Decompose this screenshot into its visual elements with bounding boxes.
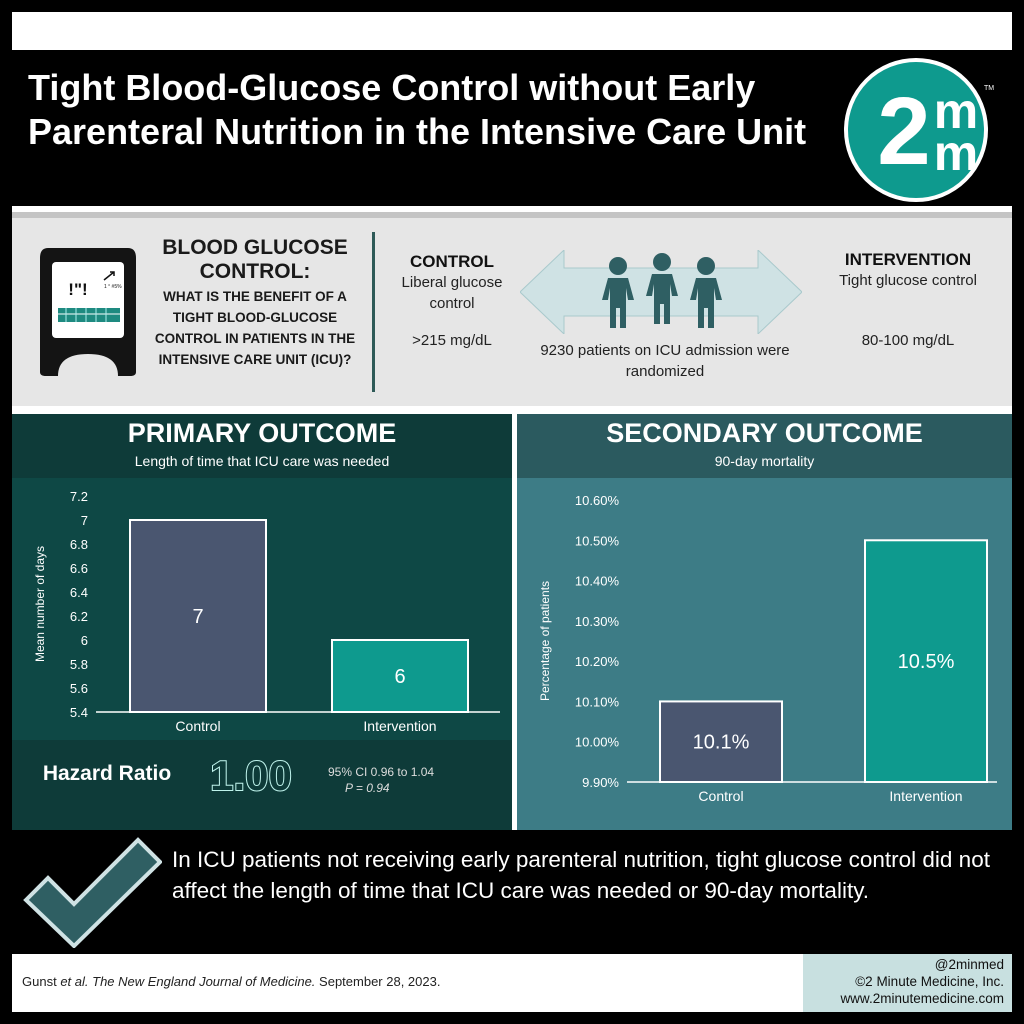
y-tick-label: 7 xyxy=(81,513,88,528)
y-tick-label: 6.8 xyxy=(70,537,88,552)
intervention-target: 80-100 mg/dL xyxy=(861,332,955,349)
twitter-handle[interactable]: @2minmed xyxy=(934,957,1004,972)
y-axis-label: Mean number of days xyxy=(33,546,47,662)
y-tick-label: 6.4 xyxy=(70,585,88,600)
divider xyxy=(372,232,375,392)
y-tick-label: 6 xyxy=(81,633,88,648)
conclusion-text: In ICU patients not receiving early pare… xyxy=(172,847,990,903)
randomization-text: 9230 patients on ICU admission were rand… xyxy=(540,342,790,380)
secondary-outcome-chart: 9.90% 10.00% 10.10% 10.20% 10.30% 10.40% 10.50… xyxy=(538,493,997,804)
primary-outcome-chart: 5.4 5.6 5.8 6 6.2 6.4 6.6 6.8 7 7.2 Mean number of… xyxy=(33,489,500,734)
y-tick-label: 6.6 xyxy=(70,561,88,576)
hazard-ratio-label: Hazard Ratio xyxy=(42,762,172,785)
bar-intervention xyxy=(864,539,988,783)
data-label: 10.1% xyxy=(693,732,750,754)
control-label: CONTROL xyxy=(409,252,495,271)
y-tick-label: 10.60% xyxy=(575,493,620,508)
logo-tm: TM xyxy=(984,85,994,92)
primary-outcome-header xyxy=(12,414,512,478)
logo-digit: 2 xyxy=(877,78,930,185)
citation: Gunst et al. The New England Journal of … xyxy=(22,974,440,989)
control-target: >215 mg/dL xyxy=(412,332,492,349)
x-tick-label: Control xyxy=(175,718,220,734)
glucometer-mini-text: 1 ° #5% xyxy=(104,284,122,290)
hazard-ratio-ci: 95% CI 0.96 to 1.04 xyxy=(328,765,435,779)
y-axis-label: Percentage of patients xyxy=(538,581,552,701)
y-tick-label: 5.6 xyxy=(70,681,88,696)
data-label: 7 xyxy=(192,606,203,628)
page-title: Tight Blood-Glucose Control without Earl… xyxy=(28,67,807,152)
footer-box xyxy=(803,954,1012,1012)
primary-outcome-subtitle: Length of time that ICU care was needed xyxy=(134,453,390,469)
primary-outcome-title: PRIMARY OUTCOME xyxy=(127,418,397,448)
secondary-outcome-subtitle: 90-day mortality xyxy=(714,453,815,469)
y-tick-label: 10.10% xyxy=(575,694,620,709)
bar-control xyxy=(659,700,783,783)
x-tick-label: Intervention xyxy=(363,718,436,734)
hazard-ratio-box xyxy=(12,740,512,830)
y-tick-label: 7.2 xyxy=(70,489,88,504)
citation-authors: Gunst xyxy=(22,974,57,989)
bar-control xyxy=(129,519,267,713)
copyright: ©2 Minute Medicine, Inc. xyxy=(855,974,1004,989)
glucometer-icon: !"! 1 ° #5% xyxy=(40,248,136,376)
y-tick-label: 10.00% xyxy=(575,735,620,750)
patients-icon xyxy=(602,253,722,328)
x-tick-label: Intervention xyxy=(889,788,962,804)
control-description: Liberal glucose control xyxy=(401,274,503,312)
logo-m-top: m xyxy=(934,83,978,139)
conclusion-box xyxy=(12,830,1012,954)
data-label: 10.5% xyxy=(898,651,955,673)
y-tick-label: 5.8 xyxy=(70,657,88,672)
y-tick-label: 5.4 xyxy=(70,705,88,720)
study-info-band xyxy=(12,212,1012,406)
checkmark-icon xyxy=(23,837,162,948)
glucometer-screen-text: !"! xyxy=(68,280,87,299)
secondary-outcome-title: SECONDARY OUTCOME xyxy=(606,418,923,448)
data-label: 6 xyxy=(394,666,405,688)
citation-date: September 28, 2023. xyxy=(319,974,441,989)
intervention-label: INTERVENTION xyxy=(844,250,972,269)
y-tick-label: 10.20% xyxy=(575,654,620,669)
question-text: WHAT IS THE BENEFIT OF A TIGHT BLOOD-GLU… xyxy=(154,289,356,367)
y-tick-label: 10.30% xyxy=(575,614,620,629)
y-tick-label: 9.90% xyxy=(582,775,619,790)
logo-2mm: 2 m m TM xyxy=(844,58,994,202)
citation-journal: The New England Journal of Medicine. xyxy=(92,974,316,989)
hazard-ratio-p-value: P = 0.94 xyxy=(345,781,390,795)
bar-intervention xyxy=(331,639,469,713)
website-link[interactable]: www.2minutemedicine.com xyxy=(840,991,1004,1006)
question-title: BLOOD GLUCOSE CONTROL: xyxy=(162,236,348,283)
hazard-ratio-value: 1.00 xyxy=(209,751,293,800)
secondary-outcome-header xyxy=(517,414,1012,478)
y-tick-label: 6.2 xyxy=(70,609,88,624)
citation-etal: et al. xyxy=(60,974,89,989)
y-tick-label: 10.50% xyxy=(575,533,620,548)
x-tick-label: Control xyxy=(698,788,743,804)
intervention-description: Tight glucose control xyxy=(839,272,977,289)
y-tick-label: 10.40% xyxy=(575,574,620,589)
logo-m-bottom: m xyxy=(934,125,978,181)
